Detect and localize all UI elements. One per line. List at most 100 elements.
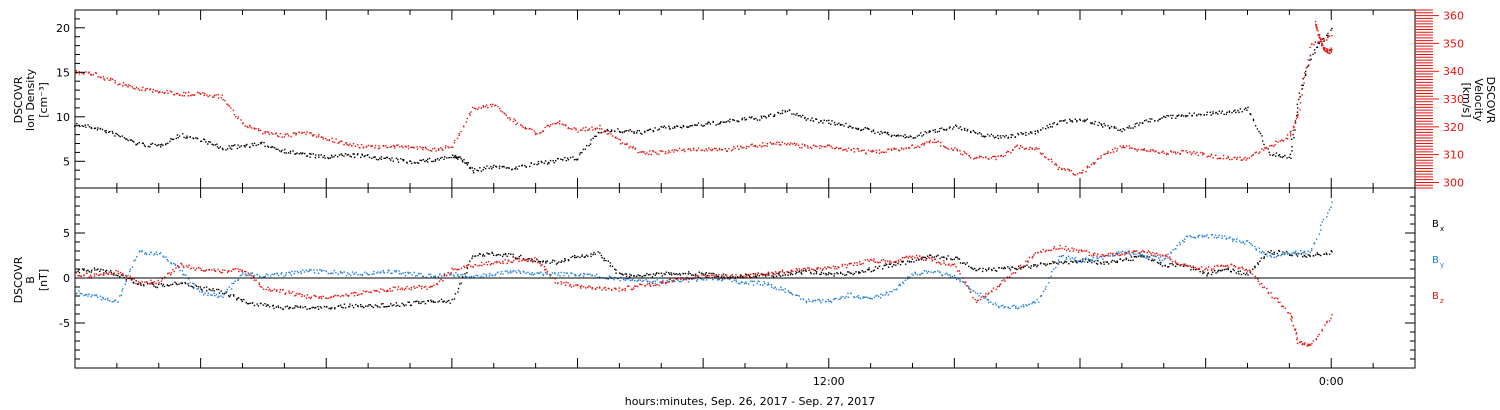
- bottom-series-1-point: [677, 279, 679, 281]
- bottom-series-1-point: [366, 272, 368, 274]
- bottom-series-2-point: [1195, 268, 1197, 270]
- bottom-series-2-point: [1116, 253, 1119, 256]
- top-series-1-point: [696, 149, 698, 151]
- top-series-0-point: [791, 113, 793, 115]
- bottom-series-1-point: [500, 271, 503, 273]
- bottom-series-2-point: [516, 258, 519, 260]
- top-series-0-point: [172, 138, 175, 141]
- bottom-series-2-point: [991, 291, 993, 293]
- bottom-series-1-point: [1315, 238, 1318, 240]
- top-series-0-point: [331, 156, 333, 158]
- top-series-0-point: [540, 160, 542, 163]
- bottom-series-0-point: [306, 308, 308, 310]
- bottom-series-2-point: [424, 285, 427, 288]
- bottom-series-0-point: [1030, 265, 1032, 267]
- top-series-1-point: [1323, 39, 1326, 41]
- top-series-0-point: [862, 128, 865, 131]
- bottom-series-2-point: [205, 269, 208, 271]
- bottom-series-1-point: [288, 271, 290, 273]
- bottom-series-0-point: [906, 260, 909, 262]
- bottom-series-1-point: [491, 274, 494, 277]
- top-series-1-point: [711, 149, 713, 152]
- bottom-series-0-point: [943, 256, 945, 259]
- top-series-0-point: [165, 143, 167, 145]
- bottom-series-2-point: [545, 268, 547, 271]
- top-series-0-point: [216, 143, 218, 145]
- bottom-series-2-point: [1307, 345, 1309, 347]
- bottom-series-1-point: [1178, 241, 1181, 244]
- top-series-0-point: [741, 117, 744, 120]
- top-series-0-point: [956, 125, 958, 128]
- bottom-series-0-point: [581, 255, 583, 258]
- bottom-series-1-point: [662, 279, 664, 281]
- bottom-series-1-point: [1102, 258, 1104, 260]
- bottom-series-0-point: [260, 302, 262, 305]
- bottom-series-0-point: [1244, 273, 1247, 276]
- top-series-0-point: [845, 122, 847, 125]
- bottom-series-2-point: [1156, 252, 1158, 254]
- top-series-0-point: [1282, 155, 1285, 158]
- bottom-series-2-point: [939, 262, 941, 264]
- top-series-1-point: [217, 97, 220, 99]
- top-series-1-point: [923, 142, 926, 144]
- top-series-0-point: [897, 134, 899, 136]
- top-series-1-point: [514, 119, 517, 122]
- top-series-1-point: [255, 128, 257, 130]
- bottom-series-0-point: [647, 274, 650, 276]
- top-series-1-point: [997, 155, 999, 157]
- bottom-series-1-point: [309, 268, 311, 271]
- bottom-series-1-point: [264, 275, 266, 277]
- bottom-series-0-point: [695, 273, 697, 275]
- bottom-series-2-point: [292, 291, 294, 293]
- bottom-series-1-point: [482, 273, 485, 275]
- bottom-series-0-point: [950, 258, 952, 260]
- bottom-series-1-point: [871, 298, 873, 300]
- bottom-series-0-point: [961, 262, 964, 264]
- top-series-0-point: [1051, 126, 1053, 128]
- bottom-series-1-point: [90, 296, 92, 298]
- top-series-1-point: [346, 144, 348, 146]
- top-series-1-point: [1229, 158, 1231, 161]
- top-series-1-point: [1163, 152, 1165, 154]
- top-series-0-point: [1012, 134, 1014, 136]
- bottom-series-0-point: [264, 303, 266, 305]
- bottom-series-0-point: [1290, 254, 1292, 256]
- top-series-0-point: [802, 114, 804, 117]
- bottom-series-2-point: [202, 270, 204, 272]
- bottom-series-1-point: [979, 292, 982, 294]
- bottom-series-2-point: [984, 295, 987, 297]
- top-series-1-point: [775, 143, 777, 145]
- bottom-series-0-point: [457, 287, 460, 290]
- bottom-series-1-point: [167, 260, 169, 262]
- top-series-1-point: [1058, 166, 1060, 169]
- bottom-series-1-point: [853, 296, 855, 298]
- bottom-series-0-point: [1103, 261, 1105, 263]
- bottom-series-2-point: [140, 284, 142, 286]
- top-series-1-point: [846, 150, 848, 152]
- bottom-series-2-point: [774, 271, 777, 273]
- bottom-series-1-point: [1038, 301, 1040, 303]
- bottom-series-2-point: [480, 261, 483, 264]
- bottom-series-2-point: [972, 297, 974, 299]
- top-series-1-point: [827, 144, 829, 146]
- bottom-series-1-point: [382, 269, 384, 272]
- bottom-series-0-point: [1115, 261, 1117, 263]
- top-series-0-point: [1249, 113, 1251, 115]
- bottom-series-0-point: [615, 269, 617, 271]
- bottom-series-0-point: [874, 266, 877, 268]
- top-series-0-point: [657, 129, 659, 131]
- top-series-0-point: [668, 127, 671, 129]
- bottom-series-2-point: [798, 268, 800, 270]
- bottom-series-1-point: [546, 273, 548, 275]
- bottom-series-0-point: [496, 254, 498, 256]
- bottom-series-0-point: [528, 258, 530, 260]
- top-series-1-point: [1201, 153, 1204, 156]
- bottom-series-1-point: [787, 290, 790, 292]
- bottom-series-2-point: [714, 276, 716, 278]
- top-series-0-point: [346, 154, 348, 156]
- top-series-0-point: [975, 132, 977, 134]
- top-series-1-point: [232, 109, 235, 111]
- top-series-0-point: [818, 121, 820, 124]
- bottom-series-0-point: [668, 273, 671, 275]
- top-series-0-point: [200, 140, 203, 142]
